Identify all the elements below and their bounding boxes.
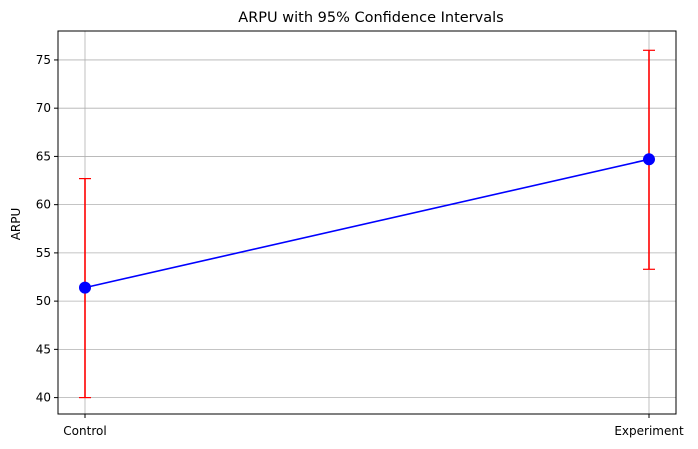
y-tick-label: 65 [36, 149, 51, 163]
x-tick-label: Experiment [614, 424, 684, 438]
y-axis: 40 45 50 55 60 65 70 75 [36, 53, 58, 405]
y-tick-label: 40 [36, 391, 51, 405]
y-tick-label: 60 [36, 198, 51, 212]
chart-title: ARPU with 95% Confidence Intervals [238, 10, 503, 26]
y-tick-label: 55 [36, 246, 51, 260]
data-point [643, 153, 655, 166]
y-tick-label: 70 [36, 101, 51, 115]
y-tick-label: 45 [36, 342, 51, 356]
y-tick-label: 50 [36, 294, 51, 308]
data-point [79, 281, 91, 294]
grid [58, 31, 676, 414]
y-axis-label: ARPU [9, 208, 23, 241]
y-tick-label: 75 [36, 53, 51, 67]
series-line [84, 158, 650, 289]
x-axis: Control Experiment [63, 414, 684, 438]
plot-area [79, 49, 655, 399]
plot-frame [57, 30, 677, 415]
x-tick-label: Control [63, 424, 106, 438]
